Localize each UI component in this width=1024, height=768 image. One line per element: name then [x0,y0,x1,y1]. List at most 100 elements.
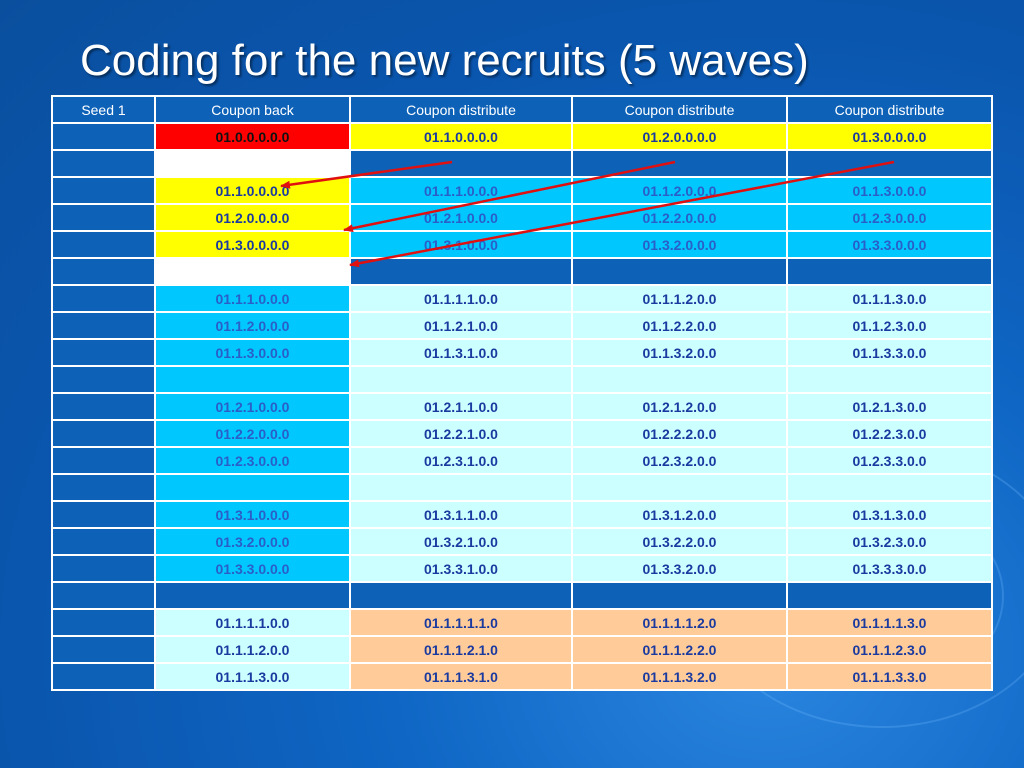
cell-seed [51,500,156,529]
cell-seed [51,554,156,583]
cell-coupon-distribute-3 [786,257,993,286]
table-row: 01.2.2.0.0.0 01.2.2.1.0.0 01.2.2.2.0.0 01.2… [51,419,993,448]
cell-coupon-distribute-1: 01.1.1.3.1.0 [349,662,573,691]
cell-coupon-distribute-3: 01.2.3.0.0.0 [786,203,993,232]
cell-coupon-back: 01.2.3.0.0.0 [154,446,351,475]
table-row: 01.1.3.0.0.0 01.1.3.1.0.0 01.1.3.2.0.0 01.1… [51,338,993,367]
cell-coupon-distribute-3: 01.3.3.3.0.0 [786,554,993,583]
cell-coupon-back: 01.1.2.0.0.0 [154,311,351,340]
cell-coupon-distribute-3 [786,473,993,502]
cell-seed [51,257,156,286]
slide-title: Coding for the new recruits (5 waves) [80,36,809,85]
header-coupon-distribute-2: Coupon distribute [571,95,788,124]
cell-seed [51,473,156,502]
cell-coupon-distribute-3: 01.1.1.1.3.0 [786,608,993,637]
table-row [51,581,993,610]
cell-seed [51,635,156,664]
cell-coupon-distribute-2: 01.2.0.0.0.0 [571,122,788,151]
cell-coupon-back: 01.3.3.0.0.0 [154,554,351,583]
cell-coupon-back: 01.3.1.0.0.0 [154,500,351,529]
cell-coupon-distribute-2 [571,149,788,178]
table-row: 01.1.1.1.0.0 01.1.1.1.1.0 01.1.1.1.2.0 01.1… [51,608,993,637]
cell-coupon-distribute-1: 01.3.2.1.0.0 [349,527,573,556]
cell-coupon-distribute-3: 01.2.1.3.0.0 [786,392,993,421]
cell-seed [51,581,156,610]
cell-seed [51,608,156,637]
cell-coupon-distribute-3 [786,365,993,394]
cell-coupon-distribute-2 [571,473,788,502]
cell-coupon-distribute-2: 01.3.2.2.0.0 [571,527,788,556]
cell-coupon-distribute-1: 01.1.3.1.0.0 [349,338,573,367]
cell-coupon-back [154,149,351,178]
cell-coupon-distribute-1 [349,365,573,394]
cell-coupon-distribute-2: 01.2.2.0.0.0 [571,203,788,232]
cell-seed [51,203,156,232]
cell-coupon-back: 01.0.0.0.0.0 [154,122,351,151]
cell-coupon-distribute-2: 01.1.2.0.0.0 [571,176,788,205]
cell-seed [51,392,156,421]
table-row: 01.1.1.2.0.0 01.1.1.2.1.0 01.1.1.2.2.0 01.1… [51,635,993,664]
cell-coupon-distribute-2 [571,257,788,286]
table-row: 01.2.0.0.0.0 01.2.1.0.0.0 01.2.2.0.0.0 01.2… [51,203,993,232]
table-row: 01.1.1.3.0.0 01.1.1.3.1.0 01.1.1.3.2.0 01.1… [51,662,993,691]
header-coupon-back: Coupon back [154,95,351,124]
cell-coupon-distribute-1 [349,149,573,178]
cell-coupon-distribute-1: 01.1.1.1.1.0 [349,608,573,637]
cell-coupon-distribute-3: 01.1.1.2.3.0 [786,635,993,664]
cell-coupon-back: 01.2.2.0.0.0 [154,419,351,448]
cell-coupon-distribute-2: 01.2.1.2.0.0 [571,392,788,421]
cell-coupon-distribute-1 [349,581,573,610]
cell-seed [51,176,156,205]
cell-coupon-back: 01.2.0.0.0.0 [154,203,351,232]
cell-coupon-distribute-2: 01.3.3.2.0.0 [571,554,788,583]
cell-coupon-distribute-2: 01.1.3.2.0.0 [571,338,788,367]
table-row: 01.3.3.0.0.0 01.3.3.1.0.0 01.3.3.2.0.0 01.3… [51,554,993,583]
table-row: 01.0.0.0.0.0 01.1.0.0.0.0 01.2.0.0.0.0 01.3… [51,122,993,151]
cell-seed [51,311,156,340]
table-row [51,149,993,178]
cell-coupon-distribute-2: 01.1.1.3.2.0 [571,662,788,691]
cell-coupon-distribute-2: 01.1.1.2.2.0 [571,635,788,664]
table-row: 01.2.1.0.0.0 01.2.1.1.0.0 01.2.1.2.0.0 01.2… [51,392,993,421]
cell-coupon-distribute-3: 01.1.1.3.3.0 [786,662,993,691]
table-row [51,257,993,286]
cell-coupon-back: 01.3.0.0.0.0 [154,230,351,259]
cell-coupon-distribute-1: 01.3.1.0.0.0 [349,230,573,259]
table-row [51,473,993,502]
cell-coupon-distribute-2: 01.3.2.0.0.0 [571,230,788,259]
table-row: 01.3.0.0.0.0 01.3.1.0.0.0 01.3.2.0.0.0 01.3… [51,230,993,259]
cell-coupon-back [154,365,351,394]
cell-coupon-distribute-3 [786,149,993,178]
cell-coupon-distribute-3: 01.1.3.0.0.0 [786,176,993,205]
cell-coupon-distribute-2: 01.1.1.1.2.0 [571,608,788,637]
cell-seed [51,149,156,178]
cell-coupon-distribute-2 [571,581,788,610]
cell-seed [51,122,156,151]
cell-coupon-distribute-3: 01.2.3.3.0.0 [786,446,993,475]
cell-coupon-distribute-1 [349,257,573,286]
cell-coupon-distribute-3: 01.1.2.3.0.0 [786,311,993,340]
cell-coupon-distribute-1: 01.1.2.1.0.0 [349,311,573,340]
cell-coupon-back [154,257,351,286]
cell-coupon-back: 01.1.1.1.0.0 [154,608,351,637]
coupon-coding-table: Seed 1 Coupon back Coupon distribute Cou… [51,95,993,691]
cell-coupon-distribute-1: 01.1.1.2.1.0 [349,635,573,664]
table-row: 01.1.2.0.0.0 01.1.2.1.0.0 01.1.2.2.0.0 01.1… [51,311,993,340]
cell-coupon-distribute-1: 01.2.1.1.0.0 [349,392,573,421]
header-coupon-distribute-1: Coupon distribute [349,95,573,124]
cell-coupon-back: 01.1.1.2.0.0 [154,635,351,664]
cell-seed [51,284,156,313]
cell-coupon-distribute-1: 01.1.1.1.0.0 [349,284,573,313]
cell-coupon-distribute-1: 01.3.1.1.0.0 [349,500,573,529]
cell-coupon-back: 01.1.1.0.0.0 [154,284,351,313]
cell-coupon-distribute-2: 01.3.1.2.0.0 [571,500,788,529]
cell-coupon-back: 01.1.0.0.0.0 [154,176,351,205]
cell-seed [51,365,156,394]
cell-coupon-distribute-1: 01.2.2.1.0.0 [349,419,573,448]
cell-coupon-distribute-1: 01.2.3.1.0.0 [349,446,573,475]
cell-coupon-distribute-3: 01.3.1.3.0.0 [786,500,993,529]
cell-coupon-back: 01.1.1.3.0.0 [154,662,351,691]
header-coupon-distribute-3: Coupon distribute [786,95,993,124]
header-seed: Seed 1 [51,95,156,124]
cell-seed [51,338,156,367]
